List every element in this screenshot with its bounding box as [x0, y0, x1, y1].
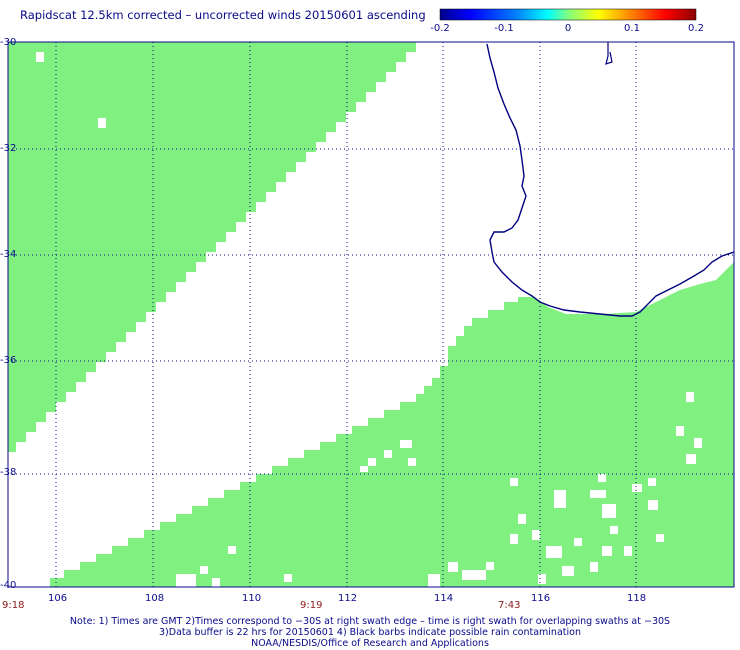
- note-line-1: Note: 1) Times are GMT 2)Times correspon…: [69, 616, 671, 627]
- colorbar-tick: -0.1: [494, 23, 514, 34]
- lon-label: 116: [531, 593, 551, 604]
- swath-time-label: 9:19: [300, 600, 323, 611]
- colorbar: -0.2 -0.1 0 0.1 0.2: [430, 8, 704, 34]
- chart-title: Rapidscat 12.5km corrected – uncorrected…: [20, 8, 426, 22]
- coastline-island: [605, 42, 613, 65]
- lat-label: -34: [0, 249, 17, 260]
- swath-time-label: 9:18: [2, 600, 25, 611]
- colorbar-tick: -0.2: [430, 23, 450, 34]
- note-line-3: NOAA/NESDIS/Office of Research and Appli…: [251, 638, 489, 649]
- swath-right: [50, 262, 734, 587]
- wind-difference-map: [7, 41, 735, 588]
- lon-label: 106: [48, 593, 68, 604]
- colorbar-tick: 0.2: [688, 23, 704, 34]
- lat-label: -38: [0, 467, 17, 478]
- lon-label: 110: [242, 593, 262, 604]
- lat-label: -30: [0, 37, 17, 48]
- note-line-2: 3)Data buffer is 22 hrs for 20150601 4) …: [159, 627, 581, 638]
- lat-label: -40: [0, 580, 17, 591]
- colorbar-tick: 0: [565, 23, 571, 34]
- lon-label: 118: [627, 593, 647, 604]
- lat-label: -36: [0, 355, 17, 366]
- swath-left: [8, 42, 416, 452]
- lon-label: 112: [338, 593, 358, 604]
- lon-label: 108: [145, 593, 165, 604]
- plot-frame: [7, 41, 735, 588]
- swath-time-label: 7:43: [498, 600, 521, 611]
- graticule: [8, 42, 734, 587]
- lon-label: 114: [434, 593, 454, 604]
- coastline: [486, 43, 735, 317]
- lat-label: -32: [0, 143, 17, 154]
- colorbar-tick: 0.1: [624, 23, 640, 34]
- colorbar-gradient: [439, 8, 697, 21]
